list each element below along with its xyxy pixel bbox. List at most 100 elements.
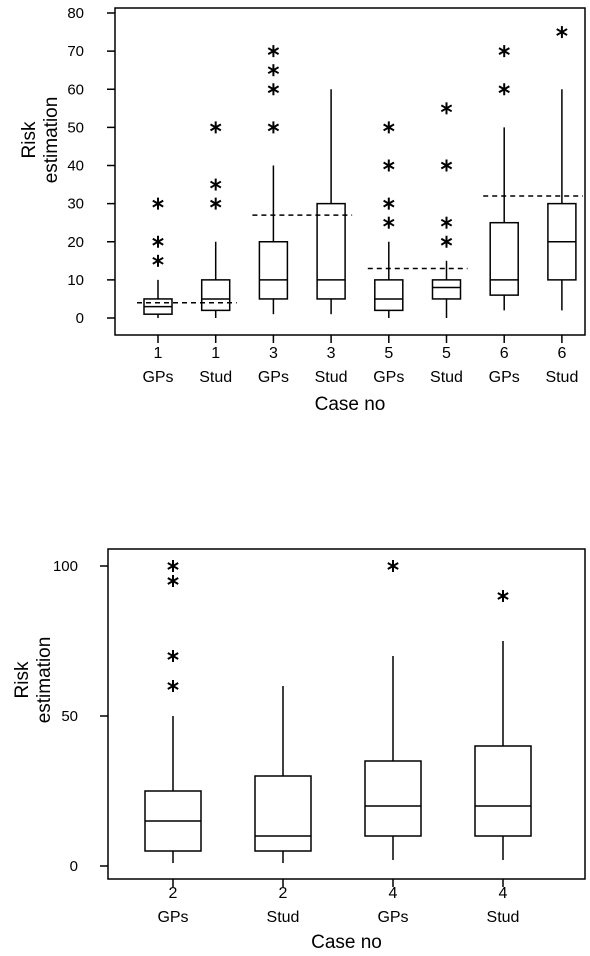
outlier-star-stroke	[152, 199, 164, 208]
y-tick-label: 100	[53, 558, 78, 575]
outlier-point	[210, 178, 222, 191]
box-iqr	[431, 279, 462, 300]
box-iqr	[254, 775, 312, 852]
box-plot-chart-1: 0 10 20 30 40 50 60 70 80 Riskestimation Case no 1 G…	[19, 5, 586, 415]
outlier-point	[440, 102, 453, 115]
outlier-point	[267, 121, 280, 134]
box-1: 2 GPs	[144, 560, 202, 926]
x-tick-label-group: Stud	[545, 369, 578, 386]
outlier-star-stroke	[383, 123, 395, 132]
x-tick-label-case: 5	[442, 345, 451, 362]
box-iqr	[200, 279, 231, 312]
outlier-point	[497, 590, 509, 602]
outlier-point	[498, 83, 510, 96]
x-tick-label-case: 1	[211, 345, 220, 362]
y-tick-label: 10	[67, 272, 84, 289]
box-6: 5 Stud	[430, 102, 463, 386]
x-tick-label-case: 1	[154, 345, 163, 362]
outlier-point	[152, 254, 164, 267]
outlier-star-stroke	[210, 123, 222, 132]
box-4: 4 Stud	[474, 590, 532, 926]
x-tick-label-case: 6	[500, 345, 509, 362]
x-tick-label-case: 6	[557, 345, 566, 362]
x-tick-label-group: Stud	[430, 369, 463, 386]
outlier-star-stroke	[167, 682, 179, 690]
x-tick-label-case: 2	[279, 885, 288, 902]
x-tick-label-case: 3	[269, 345, 278, 362]
box-1: 1 GPs	[142, 197, 174, 386]
x-tick-label-group: Stud	[315, 369, 348, 386]
box-plot-chart-2: 0 50 100 Riskestimation Case no 2 GPs 2 Stud 4 GPs…	[12, 548, 586, 953]
outlier-star-stroke	[383, 161, 395, 170]
outlier-point	[383, 197, 395, 210]
outlier-point	[210, 197, 222, 210]
y-tick-label: 0	[76, 310, 84, 327]
outlier-star-stroke	[440, 161, 453, 170]
box-2: 1 Stud	[199, 121, 232, 386]
x-axis-label: Case no	[311, 932, 382, 953]
y-axis-label-line-2: estimation	[34, 637, 55, 724]
x-tick-label-group: GPs	[489, 369, 520, 386]
x-tick-label-group: GPs	[157, 909, 188, 926]
outlier-star-stroke	[167, 652, 179, 660]
box-7: 6 GPs	[489, 45, 520, 386]
x-tick-label-group: Stud	[487, 909, 520, 926]
outlier-star-stroke	[167, 562, 179, 570]
y-tick-label: 0	[70, 858, 78, 875]
outlier-point	[167, 560, 179, 572]
x-tick-label-group: Stud	[267, 909, 300, 926]
outlier-star-stroke	[497, 592, 509, 600]
y-tick-label: 30	[67, 196, 84, 213]
outlier-point	[210, 121, 222, 134]
outlier-point	[440, 159, 453, 172]
box-3: 4 GPs	[364, 560, 422, 926]
outlier-star-stroke	[267, 85, 280, 94]
outlier-point	[167, 650, 179, 662]
outlier-star-stroke	[210, 180, 222, 189]
outlier-star-stroke	[387, 562, 399, 570]
outlier-point	[387, 560, 399, 572]
y-axis-label-line-1: Risk	[12, 661, 33, 698]
outlier-star-stroke	[440, 218, 453, 227]
box-iqr	[364, 760, 422, 837]
outlier-point	[383, 121, 395, 134]
outlier-point	[440, 216, 453, 229]
outlier-star-stroke	[210, 199, 222, 208]
outlier-point	[152, 235, 164, 248]
outlier-star-stroke	[267, 47, 280, 55]
box-iqr	[374, 279, 404, 312]
x-tick-label-group: Stud	[199, 369, 232, 386]
x-tick-label-case: 5	[384, 345, 393, 362]
box-iqr	[316, 202, 346, 300]
outlier-point	[267, 45, 280, 58]
outlier-point	[440, 235, 453, 248]
y-tick-label: 80	[67, 5, 84, 22]
y-axis-label: Riskestimation	[19, 97, 62, 184]
outlier-star-stroke	[498, 85, 510, 94]
outlier-point	[167, 680, 179, 692]
x-tick-label-group: GPs	[377, 909, 408, 926]
outlier-star-stroke	[440, 104, 453, 113]
box-iqr	[489, 221, 519, 296]
outlier-star-stroke	[167, 577, 179, 585]
outlier-star-stroke	[556, 28, 568, 36]
x-tick-label-group: GPs	[142, 369, 173, 386]
plot-frame	[107, 548, 586, 880]
outlier-star-stroke	[267, 66, 280, 75]
outlier-point	[167, 575, 179, 587]
x-tick-label-group: GPs	[258, 369, 289, 386]
y-tick-label: 50	[67, 119, 84, 136]
y-tick-label: 40	[67, 158, 84, 175]
box-8: 6 Stud	[545, 26, 578, 386]
outlier-star-stroke	[383, 218, 395, 227]
outlier-star-stroke	[267, 123, 280, 132]
box-iqr	[258, 241, 289, 300]
outlier-point	[267, 64, 280, 77]
outlier-point	[383, 159, 395, 172]
box-5: 5 GPs	[373, 121, 404, 386]
y-tick-label: 60	[67, 81, 84, 98]
x-tick-label-case: 3	[327, 345, 336, 362]
outlier-star-stroke	[440, 237, 453, 246]
x-tick-label-case: 4	[389, 885, 398, 902]
